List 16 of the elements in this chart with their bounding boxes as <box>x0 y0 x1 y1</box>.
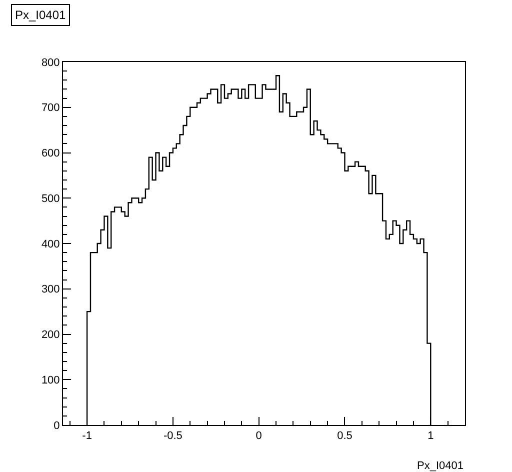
y-tick-label: 800 <box>41 56 60 69</box>
x-tick-label: 0.5 <box>337 430 352 442</box>
chart-title: Px_I0401 <box>15 8 66 22</box>
y-tick-label: 700 <box>41 102 60 114</box>
y-tick-label: 200 <box>41 329 60 342</box>
x-tick-label: 0 <box>256 430 262 442</box>
x-axis-title: Px_I0401 <box>417 460 464 472</box>
x-tick-label: 1 <box>428 430 434 442</box>
x-tick-label: -1 <box>82 430 92 442</box>
y-tick-label: 300 <box>41 284 60 296</box>
y-tick-label: 100 <box>41 374 60 386</box>
y-tick-label: 600 <box>41 148 60 160</box>
y-tick-label: 500 <box>41 192 60 205</box>
y-tick-label: 0 <box>54 420 60 432</box>
x-tick-label: -0.5 <box>163 430 182 442</box>
y-tick-label: 400 <box>41 238 60 250</box>
